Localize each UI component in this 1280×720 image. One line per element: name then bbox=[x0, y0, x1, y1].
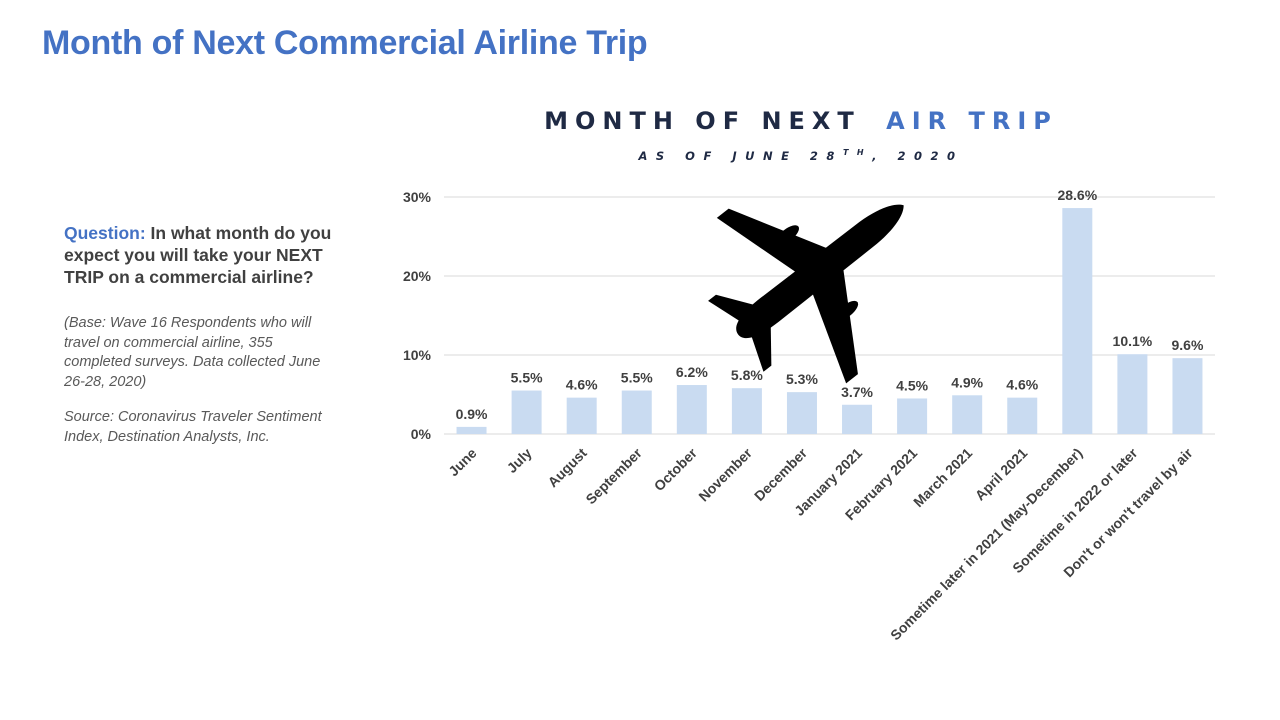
category-label: April 2021 bbox=[972, 445, 1031, 504]
y-tick-label: 20% bbox=[403, 268, 432, 284]
question-label: Question: bbox=[64, 223, 146, 243]
airplane-icon bbox=[708, 204, 904, 384]
data-label: 10.1% bbox=[1113, 333, 1153, 349]
data-label: 4.9% bbox=[951, 374, 983, 390]
data-label: 5.3% bbox=[786, 371, 818, 387]
bar bbox=[1117, 354, 1148, 434]
base-note: (Base: Wave 16 Respondents who will trav… bbox=[64, 315, 321, 390]
data-label: 5.5% bbox=[621, 370, 653, 386]
data-label: 4.5% bbox=[896, 377, 928, 393]
data-label: 5.5% bbox=[511, 370, 543, 386]
bar bbox=[952, 395, 983, 434]
sidebar-notes: Question: In what month do you expect yo… bbox=[64, 222, 336, 447]
category-label: September bbox=[582, 444, 645, 507]
source-note: Source: Coronavirus Traveler Sentiment I… bbox=[64, 409, 322, 445]
category-label: August bbox=[544, 445, 590, 491]
bar bbox=[676, 385, 707, 434]
category-label: March 2021 bbox=[910, 445, 975, 510]
bar bbox=[566, 397, 597, 434]
y-axis: 0% 10% 20% 30% bbox=[403, 189, 432, 442]
bars bbox=[456, 208, 1203, 434]
category-label: July bbox=[504, 445, 535, 476]
bar bbox=[1172, 358, 1203, 434]
question-text: Question: In what month do you expect yo… bbox=[64, 222, 336, 288]
bar bbox=[511, 390, 542, 434]
category-label: October bbox=[651, 444, 701, 494]
chart-subtitle: AS OF JUNE 28TH, 2020 bbox=[638, 148, 964, 163]
data-label: 3.7% bbox=[841, 384, 873, 400]
data-labels: 0.9% 5.5% 4.6% 5.5% 6.2% 5.8% 5.3% 3.7% 4.5% 4.9%… bbox=[456, 187, 1204, 422]
bar bbox=[786, 392, 817, 434]
data-label: 4.6% bbox=[1006, 377, 1038, 393]
chart-title-part2: AIR TRIP bbox=[886, 107, 1058, 135]
category-label: December bbox=[751, 444, 811, 504]
bar bbox=[1062, 208, 1093, 434]
y-tick-label: 10% bbox=[403, 347, 432, 363]
data-label: 5.8% bbox=[731, 367, 763, 383]
chart-title: MONTH OF NEXT AIR TRIP bbox=[544, 107, 1058, 135]
slide-title: Month of Next Commercial Airline Trip bbox=[42, 24, 648, 62]
y-tick-label: 30% bbox=[403, 189, 432, 205]
chart-subtitle-sup: TH bbox=[843, 148, 872, 157]
data-label: 4.6% bbox=[566, 377, 598, 393]
category-label: June bbox=[445, 445, 480, 480]
bar bbox=[621, 390, 652, 434]
bar bbox=[1007, 397, 1038, 434]
bar bbox=[456, 426, 487, 434]
data-label: 6.2% bbox=[676, 364, 708, 380]
bar bbox=[897, 398, 928, 434]
category-label: November bbox=[695, 444, 755, 504]
category-label: Sometime later in 2021 (May-December) bbox=[887, 445, 1085, 643]
chart-subtitle-pre: AS OF JUNE 28 bbox=[638, 149, 843, 163]
bar bbox=[731, 388, 762, 434]
chart-subtitle-post: , 2020 bbox=[871, 149, 963, 163]
data-label: 0.9% bbox=[456, 406, 488, 422]
question-body: In what month do you expect you will tak… bbox=[64, 223, 332, 287]
y-tick-label: 0% bbox=[411, 426, 432, 442]
bar bbox=[842, 404, 873, 434]
data-label: 28.6% bbox=[1057, 187, 1097, 203]
chart-title-part1: MONTH OF NEXT bbox=[544, 107, 861, 135]
data-label: 9.6% bbox=[1172, 337, 1204, 353]
